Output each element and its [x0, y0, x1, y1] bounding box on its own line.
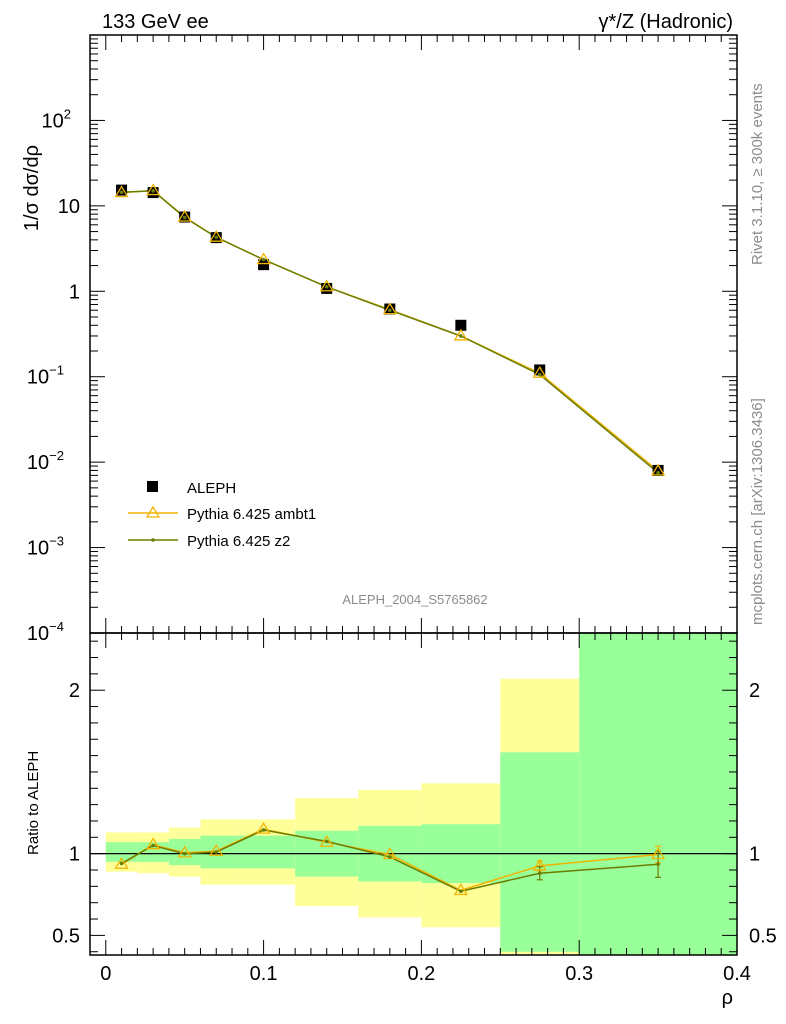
- ratio-ytick-label-right-0: 0.5: [749, 925, 777, 947]
- ratio-ambt1-point-4: [256, 821, 271, 834]
- z2-point-5: [324, 284, 329, 289]
- rivet-version-label: Rivet 3.1.10, ≥ 300k events: [749, 83, 766, 265]
- main-ytick-label-3: 10−1: [27, 363, 64, 389]
- ratio-z2-point-9: [656, 862, 660, 867]
- z2-point-8: [537, 372, 542, 377]
- legend-label-ambt1: Pythia 6.425 ambt1: [187, 506, 316, 523]
- ratio-z2-point-3: [214, 850, 219, 854]
- mcplots-label: mcplots.cern.ch [arXiv:1306.3436]: [749, 398, 766, 625]
- ratio-ytick-label-right-2: 2: [749, 680, 760, 702]
- ratio-z2-point-4: [261, 828, 266, 832]
- z2-point-9: [656, 471, 660, 475]
- ratio-plot-frame: [89, 632, 738, 956]
- main-ytick-label-0: 10−4: [27, 619, 64, 645]
- ambt1-point-1: [145, 183, 161, 196]
- main-ytick-label-5: 10: [58, 196, 80, 218]
- ratio-ambt1-point-0: [114, 857, 129, 869]
- band-inner-0: [105, 842, 138, 862]
- legend-marker-ambt1: [145, 505, 161, 518]
- z2-point-7: [459, 334, 463, 338]
- energy-label: 133 GeV ee: [102, 11, 209, 33]
- aleph-point-8: [534, 364, 546, 376]
- ratio-ambt1-point-5: [319, 834, 334, 847]
- ambt1-point-7: [453, 328, 468, 341]
- aleph-point-0: [116, 184, 128, 196]
- band-inner-4: [232, 835, 296, 869]
- ratio-ambt1-point-3: [209, 843, 224, 856]
- aleph-point-7: [455, 319, 467, 331]
- ratio-ambt1-point-9: [650, 847, 666, 860]
- x-tick-label-2: 0.2: [407, 963, 435, 985]
- z2-point-2: [182, 215, 187, 220]
- ratio-axes: 0 0.1 0.2 0.3 0.4 0.5 0.5 1 1 2 2: [52, 633, 777, 985]
- ambt1-point-8: [532, 365, 547, 378]
- ratio-z2-point-2: [182, 851, 187, 856]
- x-tick-label-0: 0: [100, 963, 111, 985]
- main-ytick-label-6: 102: [42, 106, 71, 132]
- z2-line: [121, 190, 659, 474]
- band-inner-8: [500, 752, 580, 952]
- ambt1-point-3: [209, 229, 224, 242]
- ratio-z2-line: [121, 829, 659, 893]
- main-ytick-label-2: 10−2: [27, 448, 64, 474]
- x-axis-label: ρ: [722, 987, 733, 1009]
- x-tick-label-1: 0.1: [250, 963, 278, 985]
- main-data-marks: [114, 183, 666, 476]
- main-ytick-label-1: 10−3: [27, 534, 64, 560]
- ratio-ambt1-point-7: [453, 883, 468, 896]
- process-label: γ*/Z (Hadronic): [599, 11, 733, 33]
- ambt1-point-5: [319, 279, 334, 292]
- ratio-z2-point-8: [537, 871, 542, 876]
- aleph-point-9: [652, 464, 664, 476]
- x-tick-label-4: 0.4: [723, 963, 751, 985]
- ratio-z2-point-5: [324, 839, 329, 844]
- legend-label-aleph: ALEPH: [187, 480, 236, 497]
- z2-point-1: [151, 189, 155, 193]
- ambt1-point-9: [650, 463, 666, 476]
- legend: ALEPH Pythia 6.425 ambt1 Pythia 6.425 z2: [128, 480, 316, 550]
- z2-point-0: [119, 190, 124, 195]
- ambt1-line: [121, 189, 659, 472]
- aleph-point-4: [258, 259, 270, 271]
- ratio-z2-point-1: [151, 843, 155, 848]
- ratio-data-marks: [114, 821, 666, 896]
- ratio-ytick-label-left-2: 2: [69, 680, 80, 702]
- z2-point-6: [388, 308, 392, 313]
- ratio-ytick-label-left-0: 0.5: [52, 925, 80, 947]
- ratio-ytick-label-left-1: 1: [69, 844, 80, 866]
- z2-point-4: [261, 257, 266, 262]
- ambt1-point-2: [177, 209, 192, 222]
- ratio-ytick-label-right-1: 1: [749, 844, 760, 866]
- x-tick-label-3: 0.3: [565, 963, 593, 985]
- analysis-id-label: ALEPH_2004_S5765862: [342, 592, 487, 607]
- main-y-axis-label: 1/σ dσ/dρ: [21, 145, 43, 231]
- ratio-uncertainty-bands: [105, 633, 737, 955]
- ratio-z2-point-0: [119, 861, 124, 866]
- band-inner-9: [579, 633, 737, 955]
- legend-marker-aleph: [147, 481, 158, 492]
- z2-point-3: [214, 235, 219, 239]
- main-ytick-label-4: 1: [69, 281, 80, 303]
- ratio-ambt1-point-8: [532, 858, 547, 871]
- ratio-y-axis-label: Ratio to ALEPH: [25, 751, 42, 855]
- ratio-z2-point-7: [459, 889, 463, 894]
- ambt1-point-4: [256, 252, 271, 265]
- ambt1-point-6: [382, 302, 397, 315]
- ratio-ambt1-point-1: [145, 837, 161, 850]
- legend-label-z2: Pythia 6.425 z2: [187, 533, 290, 550]
- ratio-ambt1-point-2: [177, 845, 192, 858]
- main-axes: 10−4 10−3 10−2 10−1 1 10 102: [27, 35, 738, 645]
- legend-marker-z2: [151, 538, 155, 542]
- ratio-z2-point-6: [388, 855, 392, 859]
- ambt1-point-0: [114, 185, 129, 198]
